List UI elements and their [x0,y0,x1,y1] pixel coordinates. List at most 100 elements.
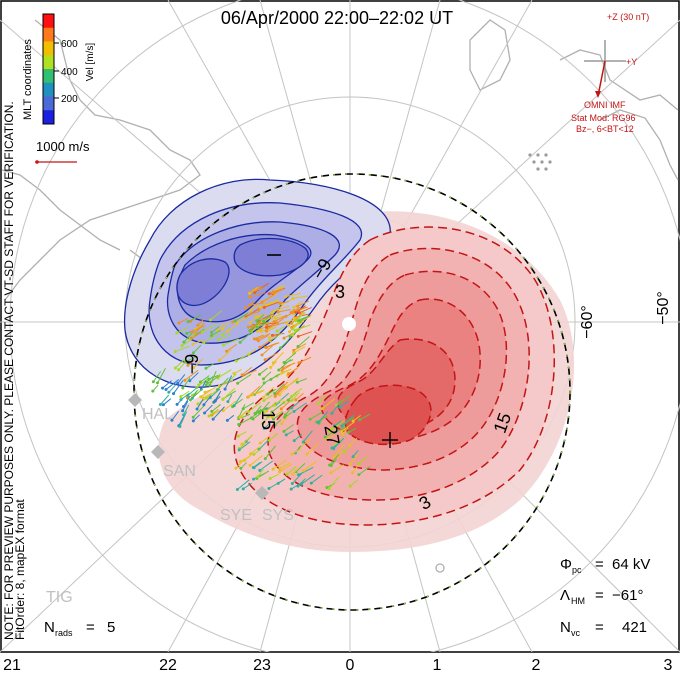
velocity-vector-origin [289,321,293,325]
velocity-vector [270,373,280,380]
velocity-vector-origin [332,455,336,459]
velocity-vector [272,351,284,364]
velocity-vector [274,383,285,394]
velocity-vector [235,352,251,362]
color-scale-swatch [43,14,54,29]
velocity-vector [250,303,261,311]
velocity-vector [184,369,199,381]
velocity-vector [275,381,289,395]
velocity-vector [237,431,247,437]
lambda-hm-symbol: Λ [560,587,570,604]
velocity-vector [281,368,292,374]
velocity-vector [224,375,233,390]
color-scale-swatch [43,27,54,42]
imf-source: OMNI IMF [584,100,626,110]
velocity-vector [301,474,315,485]
velocity-vector [254,405,262,414]
velocity-vector-origin [180,344,184,348]
imf-stat-mod: Stat Mod: RG96 [571,113,636,123]
velocity-vector [293,343,307,351]
velocity-vector-origin [330,446,334,450]
velocity-vector-origin [267,486,271,490]
velocity-vector-origin [263,457,267,461]
mlt-label-21: 21 [3,657,21,674]
velocity-vector-origin [290,481,294,485]
velocity-vector-origin [290,406,294,410]
velocity-vector [253,461,263,469]
velocity-vector-origin [292,316,296,320]
velocity-vector-origin [257,308,261,312]
velocity-vector [349,479,358,487]
velocity-vector-origin [296,334,300,338]
velocity-vector-origin [249,308,253,312]
velocity-vector-origin [225,329,229,333]
velocity-vector-origin [258,345,262,349]
velocity-vector [264,300,280,307]
velocity-vector-origin [204,383,208,387]
velocity-vector [217,323,225,331]
velocity-vector [285,377,299,389]
velocity-vector [165,378,180,390]
velocity-vector [183,332,193,343]
velocity-vector-origin [251,466,255,470]
velocity-vector [274,399,283,406]
velocity-vector-origin [285,321,289,325]
velocity-vector-origin [191,342,195,346]
n-vc-sub: vc [571,628,581,638]
velocity-vector-origin [177,321,181,325]
velocity-vector-origin [291,333,295,337]
velocity-vector-origin [232,404,236,408]
velocity-vector [183,404,190,416]
velocity-vector [233,392,243,406]
velocity-vector [261,294,274,303]
velocity-vector [291,473,303,484]
velocity-vector [187,314,202,323]
velocity-vector [269,321,286,328]
color-scale-swatch [43,96,54,111]
velocity-vector-origin [294,319,298,323]
station-label-sye: SYE [220,507,252,524]
velocity-vector [330,464,344,474]
contour-label-pos-3: 3 [335,282,345,302]
velocity-vector-origin [291,472,295,476]
velocity-vector-origin [240,442,244,446]
velocity-vector-origin [275,329,279,333]
velocity-vector [317,411,329,423]
velocity-vector [252,413,261,420]
velocity-vector [235,312,249,322]
velocity-vector-origin [213,399,217,403]
velocity-vector-origin [287,372,291,376]
velocity-vector-origin [264,345,268,349]
velocity-vector [289,321,300,333]
velocity-vector [202,322,218,333]
velocity-vector-origin [280,371,284,375]
contour-label-neg-b: −9 [182,354,202,375]
velocity-vector-origin [290,398,294,402]
imf-stat-cond: Bz−, 6<BT<12 [576,124,634,134]
velocity-vector-origin [271,417,275,421]
n-rads-value: 5 [107,619,115,636]
velocity-vector [215,390,222,401]
velocity-vector-origin [164,388,168,392]
n-vc-equals: = [595,619,604,636]
velocity-vector-origin [236,434,240,438]
velocity-vector-origin [302,469,306,473]
velocity-vector-origin [186,320,190,324]
velocity-vector-origin [167,390,171,394]
velocity-vector-origin [327,429,331,433]
color-scale-border [42,13,55,125]
velocity-vector-origin [178,424,182,428]
velocity-vector [163,398,172,406]
velocity-vector [191,390,198,399]
velocity-vector [222,321,230,330]
velocity-vector-origin [279,407,283,411]
velocity-vector [317,394,327,404]
velocity-vector-origin [275,321,279,325]
velocity-vector [240,456,250,463]
velocity-vector [263,386,275,398]
velocity-vector-origin [320,407,324,411]
velocity-vector [162,380,172,389]
velocity-vector-origin [243,306,247,310]
velocity-vector-origin [247,395,251,399]
